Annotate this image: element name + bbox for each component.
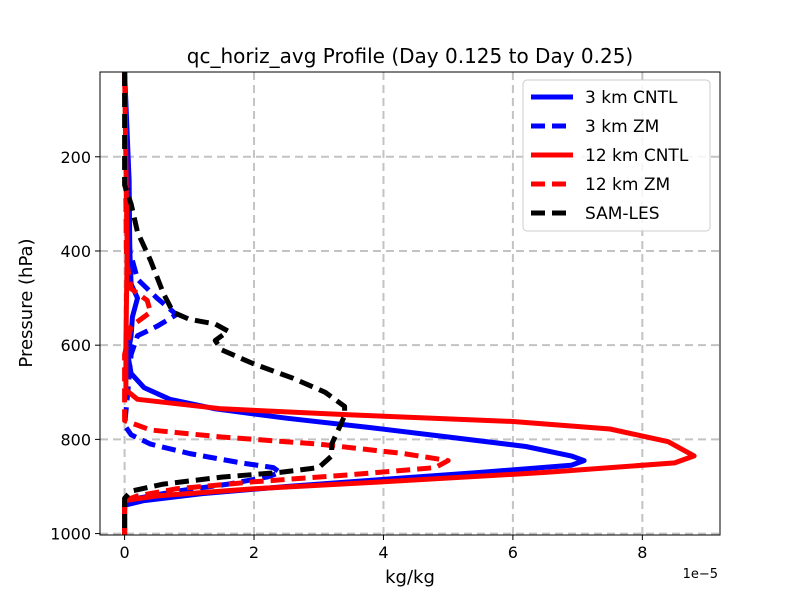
y-tick-label: 1000 <box>50 525 91 544</box>
series-line-0 <box>122 71 587 535</box>
ticks: 0 2 4 6 8 200 400 600 800 1000 <box>50 148 647 562</box>
legend: 3 km CNTL 3 km ZM 12 km CNTL 12 km ZM SAM-LE… <box>522 79 711 232</box>
y-tick-label: 400 <box>60 242 91 261</box>
series-line-4 <box>122 72 348 535</box>
x-tick-label: 2 <box>249 543 259 562</box>
x-offset-label: 1e−5 <box>683 567 718 582</box>
legend-box <box>522 79 711 232</box>
series-line-3 <box>122 71 451 535</box>
y-tick-label: 800 <box>60 430 91 449</box>
legend-entry: 12 km ZM <box>585 175 670 195</box>
y-axis-label: Pressure (hPa) <box>16 238 37 367</box>
x-tick-label: 6 <box>508 543 518 562</box>
legend-entry: SAM-LES <box>585 204 660 224</box>
plot-frame <box>99 71 721 536</box>
y-tick-label: 200 <box>60 148 91 167</box>
legend-entry: 3 km ZM <box>585 117 659 137</box>
chart-title: qc_horiz_avg Profile (Day 0.125 to Day 0… <box>187 44 633 68</box>
series-line-2 <box>122 71 697 535</box>
x-axis-label: kg/kg <box>385 567 435 588</box>
legend-entry: 3 km CNTL <box>585 88 678 108</box>
x-tick-label: 8 <box>637 543 647 562</box>
legend-entry: 12 km CNTL <box>585 146 689 166</box>
series-lines <box>122 71 697 535</box>
y-tick-label: 600 <box>60 336 91 355</box>
x-tick-label: 0 <box>119 543 129 562</box>
x-tick-label: 4 <box>378 543 388 562</box>
